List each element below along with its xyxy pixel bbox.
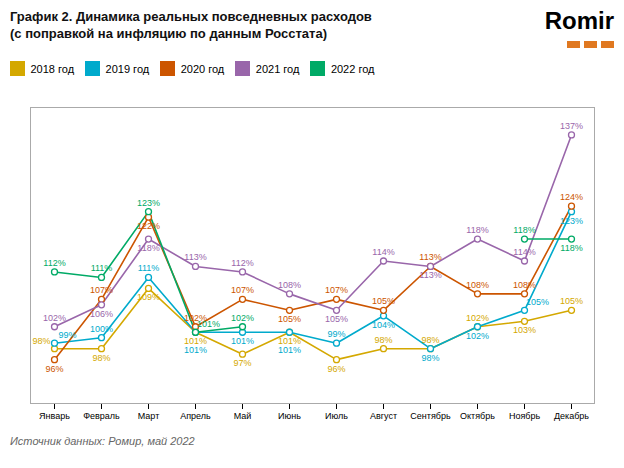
- svg-text:96%: 96%: [45, 363, 63, 373]
- svg-text:101%: 101%: [231, 336, 254, 346]
- svg-text:107%: 107%: [325, 285, 348, 295]
- svg-text:101%: 101%: [278, 345, 301, 355]
- svg-text:Март: Март: [138, 410, 160, 420]
- svg-text:98%: 98%: [92, 352, 110, 362]
- svg-text:Январь: Январь: [39, 410, 70, 420]
- svg-text:Май: Май: [234, 410, 252, 420]
- svg-text:124%: 124%: [560, 192, 583, 202]
- svg-text:113%: 113%: [419, 252, 441, 262]
- svg-text:99%: 99%: [58, 330, 76, 340]
- svg-text:102%: 102%: [184, 312, 207, 323]
- html-text:(с поправкой на инфляцию по да: (с поправкой на инфляцию по данным Росст…: [10, 26, 327, 41]
- svg-text:97%: 97%: [233, 358, 251, 368]
- html-text:2021 год: 2021 год: [255, 62, 300, 75]
- html-text:2022 год: 2022 год: [330, 62, 375, 75]
- svg-text:108%: 108%: [513, 279, 536, 289]
- svg-text:114%: 114%: [513, 246, 535, 256]
- svg-text:123%: 123%: [560, 215, 583, 225]
- svg-text:Апрель: Апрель: [180, 410, 211, 420]
- svg-text:Сентябрь: Сентябрь: [410, 410, 451, 420]
- svg-text:101%: 101%: [278, 335, 301, 346]
- svg-text:113%: 113%: [419, 270, 441, 280]
- svg-text:Июль: Июль: [325, 410, 348, 420]
- svg-text:111%: 111%: [138, 263, 160, 273]
- svg-text:105%: 105%: [325, 314, 348, 324]
- svg-text:Декабрь: Декабрь: [554, 410, 589, 420]
- svg-text:98%: 98%: [421, 334, 439, 344]
- svg-text:102%: 102%: [466, 312, 489, 322]
- svg-text:99%: 99%: [327, 329, 345, 339]
- svg-text:118%: 118%: [137, 242, 159, 252]
- svg-text:123%: 123%: [137, 197, 160, 207]
- html-text:2019 год: 2019 год: [105, 62, 150, 75]
- svg-text:100%: 100%: [90, 323, 113, 333]
- svg-text:112%: 112%: [43, 257, 65, 267]
- svg-text:Август: Август: [370, 410, 397, 420]
- svg-text:Октябрь: Октябрь: [460, 410, 495, 420]
- svg-text:102%: 102%: [43, 312, 66, 322]
- svg-text:107%: 107%: [90, 285, 113, 295]
- svg-text:108%: 108%: [466, 279, 489, 289]
- html-text:График 2. Динамика реальных по: График 2. Динамика реальных повседневных…: [10, 9, 372, 24]
- svg-text:118%: 118%: [466, 224, 488, 234]
- svg-text:105%: 105%: [560, 296, 583, 306]
- svg-text:108%: 108%: [278, 279, 301, 289]
- svg-text:105%: 105%: [278, 314, 301, 324]
- svg-text:113%: 113%: [184, 252, 206, 262]
- svg-text:122%: 122%: [137, 221, 160, 231]
- svg-text:Февраль: Февраль: [83, 410, 120, 420]
- svg-text:118%: 118%: [560, 242, 582, 252]
- svg-text:101%: 101%: [184, 345, 207, 355]
- html-text:2020 год: 2020 год: [180, 62, 225, 75]
- svg-text:101%: 101%: [184, 335, 207, 346]
- svg-text:102%: 102%: [231, 312, 254, 322]
- svg-text:98%: 98%: [32, 335, 50, 345]
- svg-text:105%: 105%: [526, 297, 549, 307]
- svg-text:103%: 103%: [513, 325, 536, 335]
- svg-text:102%: 102%: [466, 330, 489, 340]
- html-text:Romir: Romir: [544, 7, 614, 34]
- svg-text:112%: 112%: [231, 257, 253, 267]
- svg-text:98%: 98%: [421, 352, 439, 362]
- svg-text:111%: 111%: [91, 263, 113, 273]
- html-text:Источник данных: Ромир, май 20: Источник данных: Ромир, май 2022: [10, 434, 195, 447]
- svg-text:118%: 118%: [513, 224, 535, 234]
- svg-text:137%: 137%: [560, 120, 583, 130]
- svg-text:107%: 107%: [231, 285, 254, 295]
- svg-text:96%: 96%: [327, 363, 345, 373]
- svg-text:Июнь: Июнь: [278, 410, 301, 420]
- svg-text:109%: 109%: [137, 292, 160, 302]
- svg-text:98%: 98%: [374, 334, 392, 344]
- svg-text:114%: 114%: [372, 246, 394, 256]
- svg-text:106%: 106%: [90, 308, 113, 318]
- html-text:2018 год: 2018 год: [30, 62, 75, 75]
- svg-text:101%: 101%: [197, 319, 220, 329]
- svg-text:Ноябрь: Ноябрь: [509, 410, 541, 420]
- svg-text:105%: 105%: [372, 296, 395, 306]
- svg-text:104%: 104%: [372, 319, 395, 329]
